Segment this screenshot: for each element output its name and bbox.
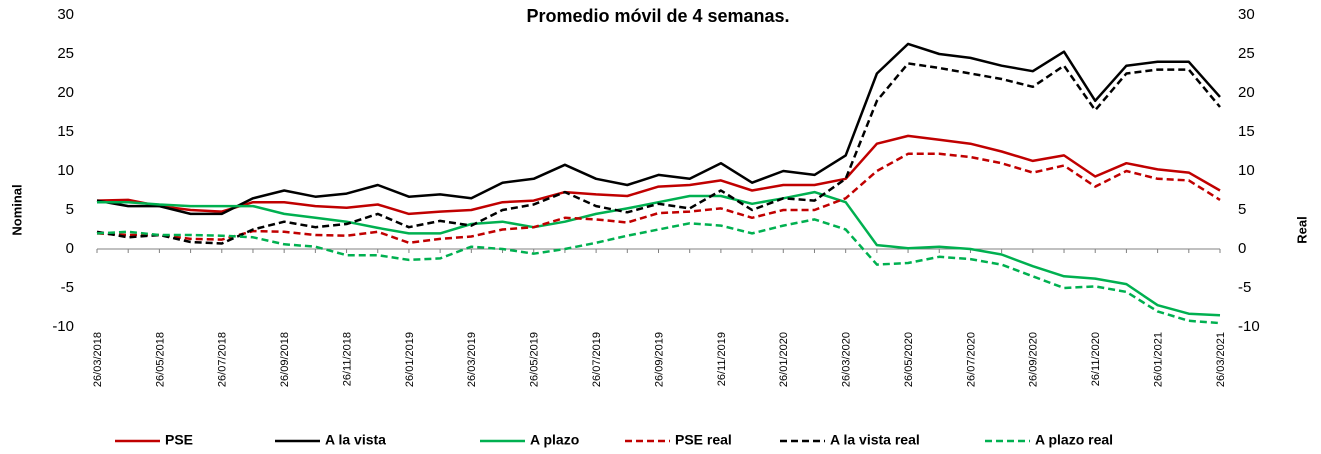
y2-axis-label: Real: [1294, 216, 1309, 243]
series-line: [96, 134, 1221, 216]
x-tick-label: 26/07/2020: [965, 332, 977, 387]
x-tick-label: 26/05/2018: [154, 332, 166, 387]
x-tick-label: 26/03/2021: [1215, 332, 1227, 387]
y2-tick-label: 30: [1238, 6, 1255, 23]
y-tick-label: 30: [57, 6, 74, 23]
x-tick-label: 26/01/2019: [404, 332, 416, 387]
y2-tick-label: 5: [1238, 201, 1246, 218]
y-tick-label: 0: [66, 240, 74, 257]
legend-label: A la vista: [325, 432, 386, 448]
y-tick-label: -10: [52, 318, 74, 335]
x-tick-label: 26/03/2018: [92, 332, 104, 387]
series-line: [96, 62, 1221, 245]
x-tick-label: 26/11/2019: [716, 332, 728, 386]
y-tick-label: 5: [66, 201, 74, 218]
x-tick-label: 26/09/2020: [1028, 332, 1040, 387]
series-line: [96, 42, 1221, 216]
legend-label: PSE: [165, 432, 193, 448]
legend-label: A plazo real: [1035, 432, 1113, 448]
x-tick-label: 26/01/2020: [778, 332, 790, 387]
legend-label: A la vista real: [830, 432, 920, 448]
y2-tick-label: 25: [1238, 45, 1255, 62]
y-tick-label: 25: [57, 45, 74, 62]
y2-tick-label: 20: [1238, 84, 1255, 101]
y-tick-label: 20: [57, 84, 74, 101]
x-tick-label: 26/01/2021: [1153, 332, 1165, 387]
x-tick-label: 26/07/2018: [217, 332, 229, 387]
y-axis-label: Nominal: [9, 184, 24, 235]
y2-tick-label: -5: [1238, 279, 1251, 296]
chart-title: Promedio móvil de 4 semanas.: [526, 6, 789, 26]
y-tick-label: 10: [57, 162, 74, 179]
x-tick-label: 26/05/2019: [529, 332, 541, 387]
x-tick-label: 26/11/2018: [341, 332, 353, 386]
x-tick-label: 26/07/2019: [591, 332, 603, 387]
y2-tick-label: 15: [1238, 123, 1255, 140]
x-tick-label: 26/09/2018: [279, 332, 291, 387]
legend-label: A plazo: [530, 432, 579, 448]
x-tick-label: 26/11/2020: [1090, 332, 1102, 386]
series-line: [96, 218, 1221, 325]
y2-tick-label: 0: [1238, 240, 1246, 257]
y-tick-label: 15: [57, 123, 74, 140]
series-line: [96, 152, 1221, 245]
x-tick-label: 26/03/2019: [466, 332, 478, 387]
y-tick-label: -5: [61, 279, 74, 296]
x-tick-label: 26/03/2020: [841, 332, 853, 387]
x-tick-label: 26/09/2019: [653, 332, 665, 387]
y2-tick-label: 10: [1238, 162, 1255, 179]
legend-label: PSE real: [675, 432, 732, 448]
x-tick-label: 26/05/2020: [903, 332, 915, 387]
y2-tick-label: -10: [1238, 318, 1260, 335]
series-line: [97, 190, 1221, 317]
